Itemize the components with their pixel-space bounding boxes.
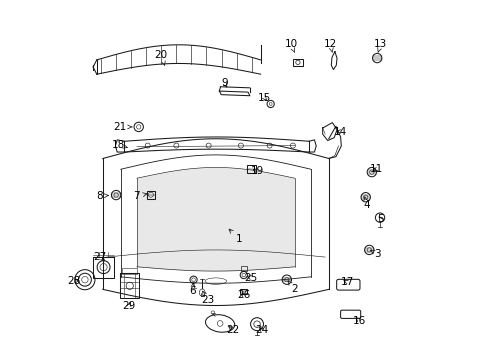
Text: 13: 13 [373, 40, 386, 52]
Text: 12: 12 [323, 40, 337, 52]
Text: 18: 18 [111, 140, 127, 150]
Bar [240, 289, 246, 294]
Text: 9: 9 [221, 78, 227, 88]
Text: 7: 7 [133, 191, 146, 201]
Text: 11: 11 [369, 164, 382, 174]
Text: 15: 15 [257, 93, 270, 103]
Text: 10: 10 [284, 40, 297, 52]
Bar [292, 59, 303, 66]
Text: 17: 17 [341, 277, 354, 287]
Bar [93, 257, 114, 278]
Text: 25: 25 [244, 273, 257, 283]
Text: 14: 14 [333, 127, 346, 136]
Text: 29: 29 [122, 301, 135, 311]
Text: 28: 28 [67, 276, 81, 286]
Bar [147, 191, 155, 199]
Text: 24: 24 [255, 325, 268, 335]
Text: 6: 6 [189, 283, 195, 296]
Text: 4: 4 [363, 197, 369, 210]
Text: 16: 16 [352, 316, 365, 325]
Text: 26: 26 [237, 291, 250, 301]
Bar [122, 267, 137, 274]
Text: 8: 8 [96, 191, 108, 201]
Text: 1: 1 [229, 229, 242, 244]
Text: 20: 20 [154, 50, 167, 66]
Text: 5: 5 [377, 215, 383, 224]
Bar [247, 165, 256, 173]
Bar [120, 273, 139, 298]
Bar [241, 266, 246, 271]
Text: 27: 27 [94, 252, 107, 262]
Text: 19: 19 [250, 166, 263, 176]
Text: 23: 23 [201, 291, 214, 305]
Text: 21: 21 [113, 122, 132, 132]
Text: 22: 22 [226, 325, 239, 335]
Text: 3: 3 [370, 248, 380, 258]
Text: 2: 2 [287, 281, 297, 294]
